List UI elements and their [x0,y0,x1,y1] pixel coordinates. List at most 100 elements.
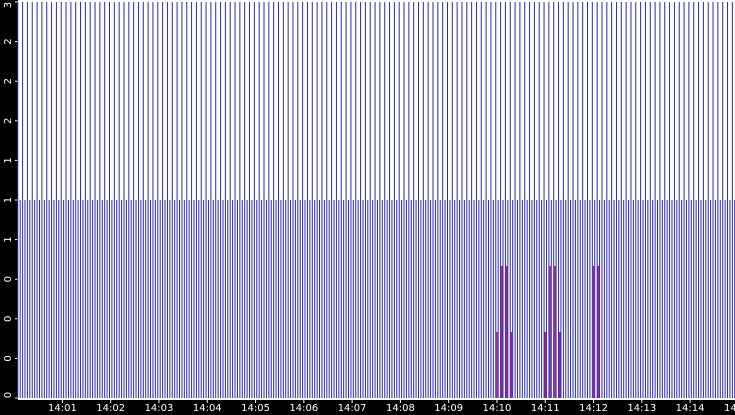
bar [145,200,147,398]
bar [545,200,547,398]
bar [729,200,731,398]
bar [80,2,82,398]
bar [92,200,94,398]
bar [630,2,632,398]
bar [463,200,465,398]
bar [130,200,132,398]
bar [207,200,209,398]
bar [410,200,412,398]
bar [360,2,362,398]
bar [678,2,680,398]
bar [178,200,180,398]
bar [357,200,359,398]
bar [642,200,644,398]
bar [635,2,637,398]
bar [217,200,219,398]
bar [82,200,84,398]
bar [386,200,388,398]
bar [343,200,345,398]
bar [724,200,726,398]
bar [166,2,168,398]
bar [304,200,306,398]
bar [154,200,156,398]
x-tick-label: 14:07 [338,403,367,414]
bar [34,200,36,398]
bar [147,2,149,398]
bar [413,2,415,398]
bar [722,2,724,398]
bar [137,2,139,398]
bar [53,200,55,398]
bar [683,2,685,398]
bar [311,2,313,398]
bar [471,2,473,398]
bar [574,200,576,398]
bar [712,2,714,398]
bar [555,200,557,398]
bar [338,200,340,398]
bar [256,200,258,398]
bar [669,2,671,398]
bar [649,2,651,398]
bar [442,2,444,398]
bar [384,2,386,398]
bar [637,200,639,398]
bar [116,200,118,398]
bar [188,200,190,398]
bar [294,200,296,398]
bar [685,200,687,398]
bar [516,200,518,398]
bar [94,2,96,398]
bar [321,2,323,398]
bar [60,2,62,398]
bar [640,2,642,398]
bar [239,2,241,398]
bar [565,200,567,398]
x-tick-label: 14:09 [434,403,463,414]
bar [652,200,654,398]
bar [186,2,188,398]
bar [403,2,405,398]
bar [268,2,270,398]
bar [171,2,173,398]
bar [258,2,260,398]
x-tick-label: 14:13 [627,403,656,414]
bar [425,200,427,398]
x-tick-label: 14:02 [96,403,125,414]
bar [335,2,337,398]
bar [309,200,311,398]
bar [661,200,663,398]
bar [558,332,561,398]
bar [36,2,38,398]
bar [234,2,236,398]
bar [466,2,468,398]
bar [408,2,410,398]
bar [70,2,72,398]
bar [224,2,226,398]
bar [492,200,494,398]
bar [164,200,166,398]
bar [519,2,521,398]
bar [623,200,625,398]
bar [510,332,513,398]
bar [592,266,595,398]
bar [727,2,729,398]
x-tick-label: 14:10 [483,403,512,414]
bar [490,2,492,398]
bar [220,2,222,398]
bar [376,200,378,398]
bar [372,200,374,398]
bar [584,200,586,398]
bar [176,2,178,398]
bar [707,2,709,398]
bar [270,200,272,398]
bar [150,200,152,398]
bar [625,2,627,398]
bar [133,2,135,398]
bar [340,2,342,398]
x-tick-label: 14:03 [145,403,174,414]
x-tick-label: 14:14 [676,403,705,414]
y-tick-label: 2 [3,78,14,84]
bar [241,200,243,398]
bar [549,266,551,398]
